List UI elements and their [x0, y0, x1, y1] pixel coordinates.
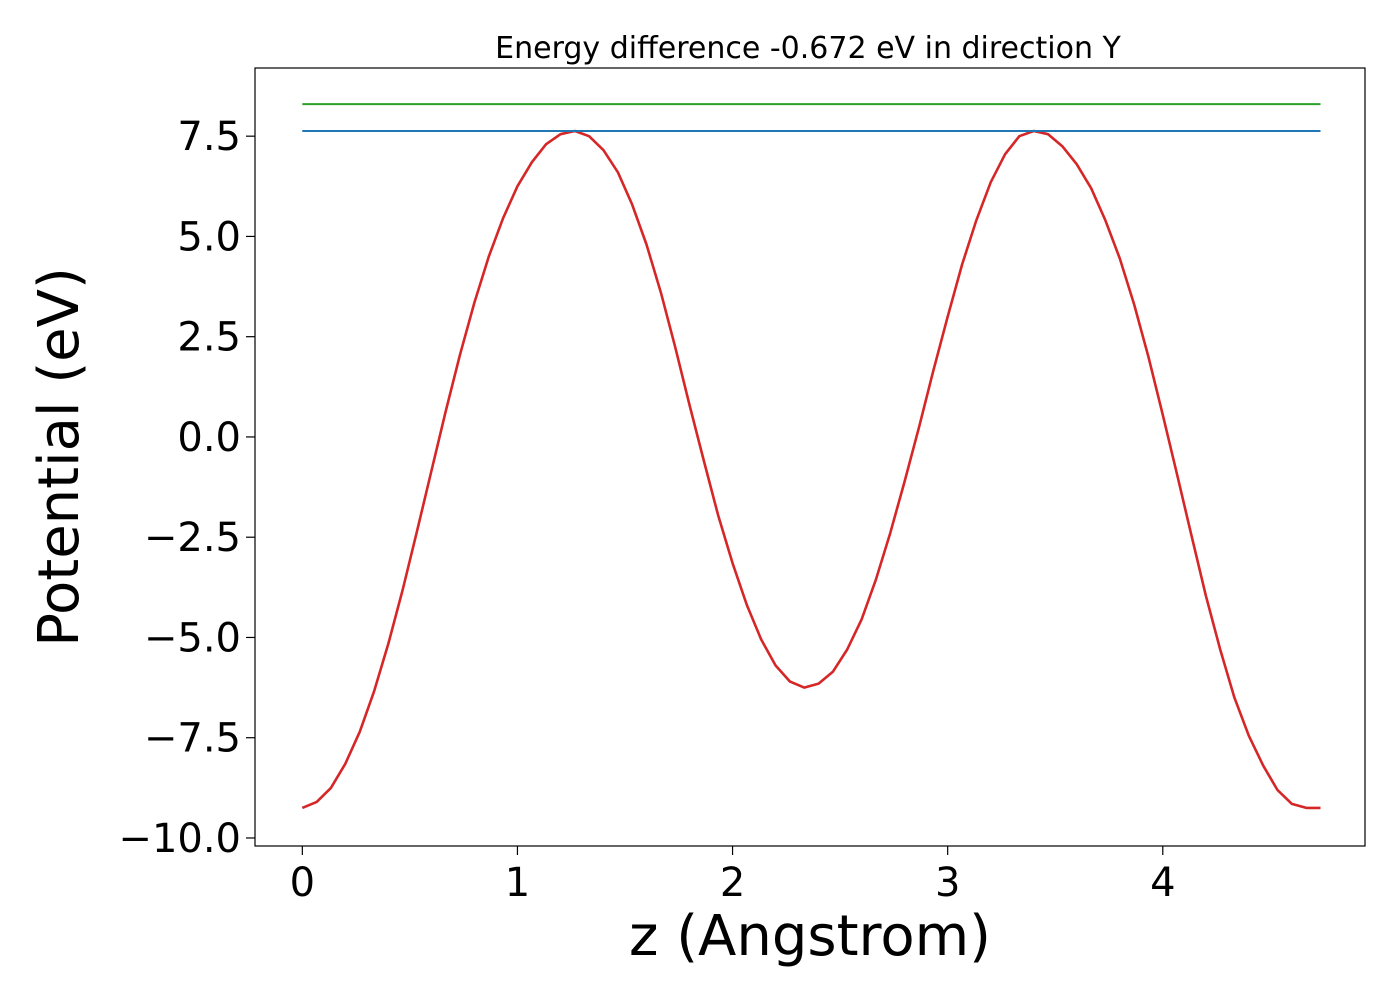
- x-axis: 0 1 2 3 4: [290, 846, 1176, 906]
- y-axis-label: Potential (eV): [27, 267, 92, 647]
- x-tick-label: 0: [290, 860, 315, 906]
- plot-frame: [254, 67, 1366, 847]
- x-tick-label: 3: [935, 860, 960, 906]
- y-tick-label: −10.0: [118, 816, 241, 862]
- y-tick-label: 2.5: [177, 315, 241, 361]
- y-tick-label: −5.0: [144, 615, 241, 661]
- x-tick-label: 1: [505, 860, 530, 906]
- y-tick-label: −2.5: [144, 515, 241, 561]
- x-tick-label: 4: [1150, 860, 1175, 906]
- y-tick-label: 7.5: [177, 114, 241, 160]
- x-axis-label: z (Angstrom): [629, 904, 991, 969]
- plot-lines: [301, 103, 1321, 810]
- x-tick-label: 2: [720, 860, 745, 906]
- chart-title: Energy difference -0.672 eV in direction…: [495, 31, 1121, 66]
- y-tick-label: 5.0: [177, 214, 241, 260]
- y-tick-label: 0.0: [177, 415, 241, 461]
- y-axis: −10.0 −7.5 −5.0 −2.5 0.0 2.5 5.0 7.5: [118, 114, 255, 862]
- series-line-0: [301, 129, 1321, 810]
- y-tick-label: −7.5: [144, 716, 241, 762]
